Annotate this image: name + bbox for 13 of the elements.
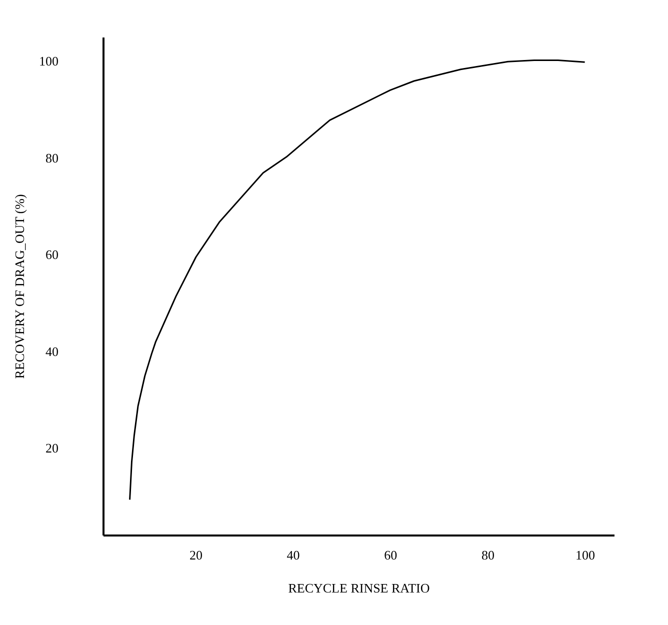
y-tick-label: 20 <box>46 440 58 456</box>
y-tick-label: 80 <box>46 150 58 166</box>
x-tick-label: 60 <box>384 548 398 562</box>
x-tick-label: 20 <box>189 548 202 562</box>
y-axis-title: RECOVERY OF DRAG_OUT (%) <box>12 194 27 379</box>
x-tick-label: 100 <box>576 548 596 562</box>
x-tick-label: 40 <box>286 548 300 562</box>
y-tick-label: 60 <box>46 247 58 262</box>
line-series <box>129 59 586 500</box>
x-axis-title: RECYCLE RINSE RATIO <box>288 580 430 596</box>
y-tick-label: 40 <box>46 344 58 359</box>
y-tick-label: 100 <box>39 54 58 69</box>
x-tick-label: 80 <box>481 548 494 562</box>
